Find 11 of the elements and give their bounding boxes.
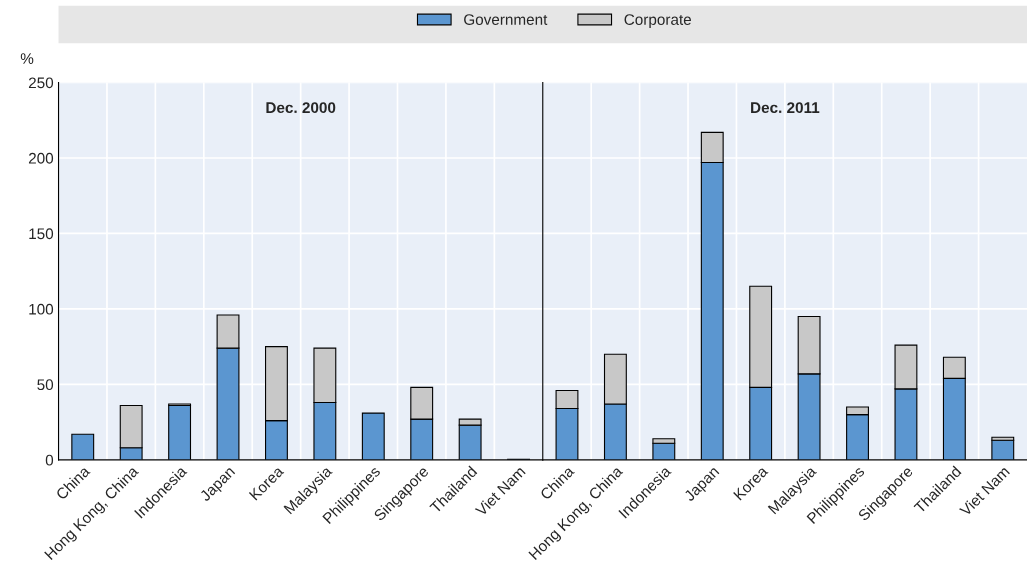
y-axis-title: % — [20, 53, 34, 64]
y-tick-label: 100 — [29, 303, 54, 315]
legend-label: Corporate — [624, 14, 692, 28]
y-tick-label: 250 — [28, 77, 54, 89]
text: Dec. 2011 — [751, 102, 820, 114]
y-tick-label: 200 — [28, 152, 54, 164]
text: Dec. 2000 — [266, 102, 336, 114]
y-tick-label: 0 — [45, 454, 54, 466]
legend-label: Government — [464, 14, 548, 25]
y-tick-label: 150 — [29, 228, 54, 240]
y-tick-label: 50 — [37, 379, 54, 391]
